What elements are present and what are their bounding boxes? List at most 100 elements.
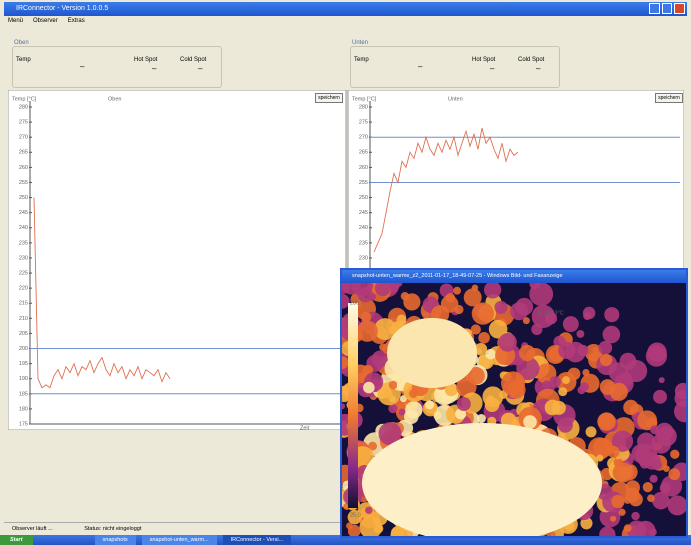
color-scale [348, 303, 358, 508]
y-axis-label: Temp [°C] [352, 96, 377, 102]
heat-spot [498, 333, 517, 352]
heat-spot [403, 293, 420, 310]
y-tick-label: 210 [19, 316, 28, 322]
heat-spot [409, 389, 418, 398]
y-tick-label: 280 [19, 104, 28, 110]
y-tick-label: 255 [19, 180, 28, 186]
save-button[interactable]: speichern [315, 93, 343, 103]
heat-spot [603, 326, 621, 344]
window-controls [649, 3, 685, 14]
heat-spot [607, 446, 619, 458]
heat-spot [596, 454, 603, 461]
group-box [12, 46, 222, 88]
heat-spot [519, 345, 535, 361]
close[interactable] [674, 3, 685, 14]
heat-spot [531, 324, 542, 335]
heat-spot [404, 409, 419, 424]
y-tick-label: 230 [19, 255, 28, 261]
heat-spot [611, 495, 624, 508]
heat-spot [643, 482, 653, 492]
taskbar-item[interactable]: IRConnector - Versi... [223, 535, 292, 545]
y-tick-label: 195 [19, 361, 28, 367]
average-temperature: Ø 264,3°C [538, 310, 564, 316]
heat-spot [425, 400, 434, 409]
heat-spot [653, 390, 667, 404]
chart-title: Oben [108, 96, 121, 102]
heat-spot [549, 376, 561, 388]
y-tick-label: 245 [359, 210, 368, 216]
heat-spot [631, 512, 639, 520]
y-tick-label: 220 [19, 286, 28, 292]
heat-spot [623, 400, 638, 415]
heat-spot [624, 524, 632, 532]
heat-spot [600, 354, 612, 366]
window-title: IRConnector - Version 1.0.0.5 [16, 5, 108, 12]
field-label: Hot Spot [472, 57, 495, 63]
heat-spot [624, 497, 631, 504]
heat-spot [583, 312, 591, 320]
heat-spot [494, 301, 507, 314]
field-label: Temp [354, 57, 369, 63]
scale-max: 280,0 [350, 300, 364, 306]
group-box [350, 46, 560, 88]
menu-bar: Menü Observer Extras [8, 18, 85, 24]
y-tick-label: 225 [19, 271, 28, 277]
field-value: – [490, 64, 494, 73]
heat-spot [668, 468, 680, 480]
heat-spot [365, 507, 372, 514]
menu-item[interactable]: Observer [33, 18, 58, 24]
x-axis-label: Zeit [300, 425, 310, 430]
heat-spot [577, 345, 588, 356]
heat-spot [558, 418, 573, 433]
y-tick-label: 270 [19, 135, 28, 141]
heat-spot [563, 316, 579, 332]
maximize[interactable] [662, 3, 673, 14]
menu-item[interactable]: Menü [8, 18, 23, 24]
heat-spot [610, 383, 628, 401]
heat-spot [610, 516, 616, 522]
heat-spot [659, 377, 665, 383]
minimize[interactable] [649, 3, 660, 14]
save-button[interactable]: speichern [655, 93, 683, 103]
y-tick-label: 255 [359, 180, 368, 186]
heat-spot [441, 295, 458, 312]
y-tick-label: 175 [19, 421, 28, 427]
heat-spot [477, 414, 486, 423]
field-value: – [198, 64, 202, 73]
y-tick-label: 265 [19, 150, 28, 156]
taskbar-item[interactable]: snapshot-unten_warm... [142, 535, 217, 545]
heat-spot [650, 475, 658, 483]
heat-spot [582, 369, 589, 376]
y-tick-label: 245 [19, 210, 28, 216]
y-tick-label: 235 [359, 240, 368, 246]
field-label: Hot Spot [134, 57, 157, 63]
field-value: – [80, 62, 84, 71]
chart-frame [8, 90, 346, 430]
heat-spot [670, 450, 679, 459]
heat-spot [562, 376, 570, 384]
start-button[interactable]: Start [0, 535, 33, 545]
field-label: Cold Spot [518, 57, 544, 63]
heat-spot [515, 298, 533, 316]
heat-spot [523, 415, 537, 429]
field-label: Cold Spot [180, 57, 206, 63]
y-tick-label: 215 [19, 301, 28, 307]
heat-spot [613, 462, 633, 482]
thermal-image: 280,025,0Ø 264,3°C [342, 283, 686, 536]
y-tick-label: 275 [359, 120, 368, 126]
heat-spot [558, 342, 575, 359]
heat-spot [397, 315, 407, 325]
y-tick-label: 230 [359, 255, 368, 261]
heat-spot [598, 341, 612, 355]
title-bar: IRConnector - Version 1.0.0.5 [4, 2, 687, 16]
y-tick-label: 270 [359, 135, 368, 141]
taskbar-item[interactable]: snapshots [95, 535, 136, 545]
heat-spot [545, 400, 561, 416]
heat-spot [576, 330, 584, 338]
heat-spot [646, 345, 667, 366]
y-tick-label: 240 [359, 225, 368, 231]
y-tick-label: 185 [19, 391, 28, 397]
menu-item[interactable]: Extras [68, 18, 85, 24]
heat-spot [464, 288, 482, 306]
y-tick-label: 240 [19, 225, 28, 231]
